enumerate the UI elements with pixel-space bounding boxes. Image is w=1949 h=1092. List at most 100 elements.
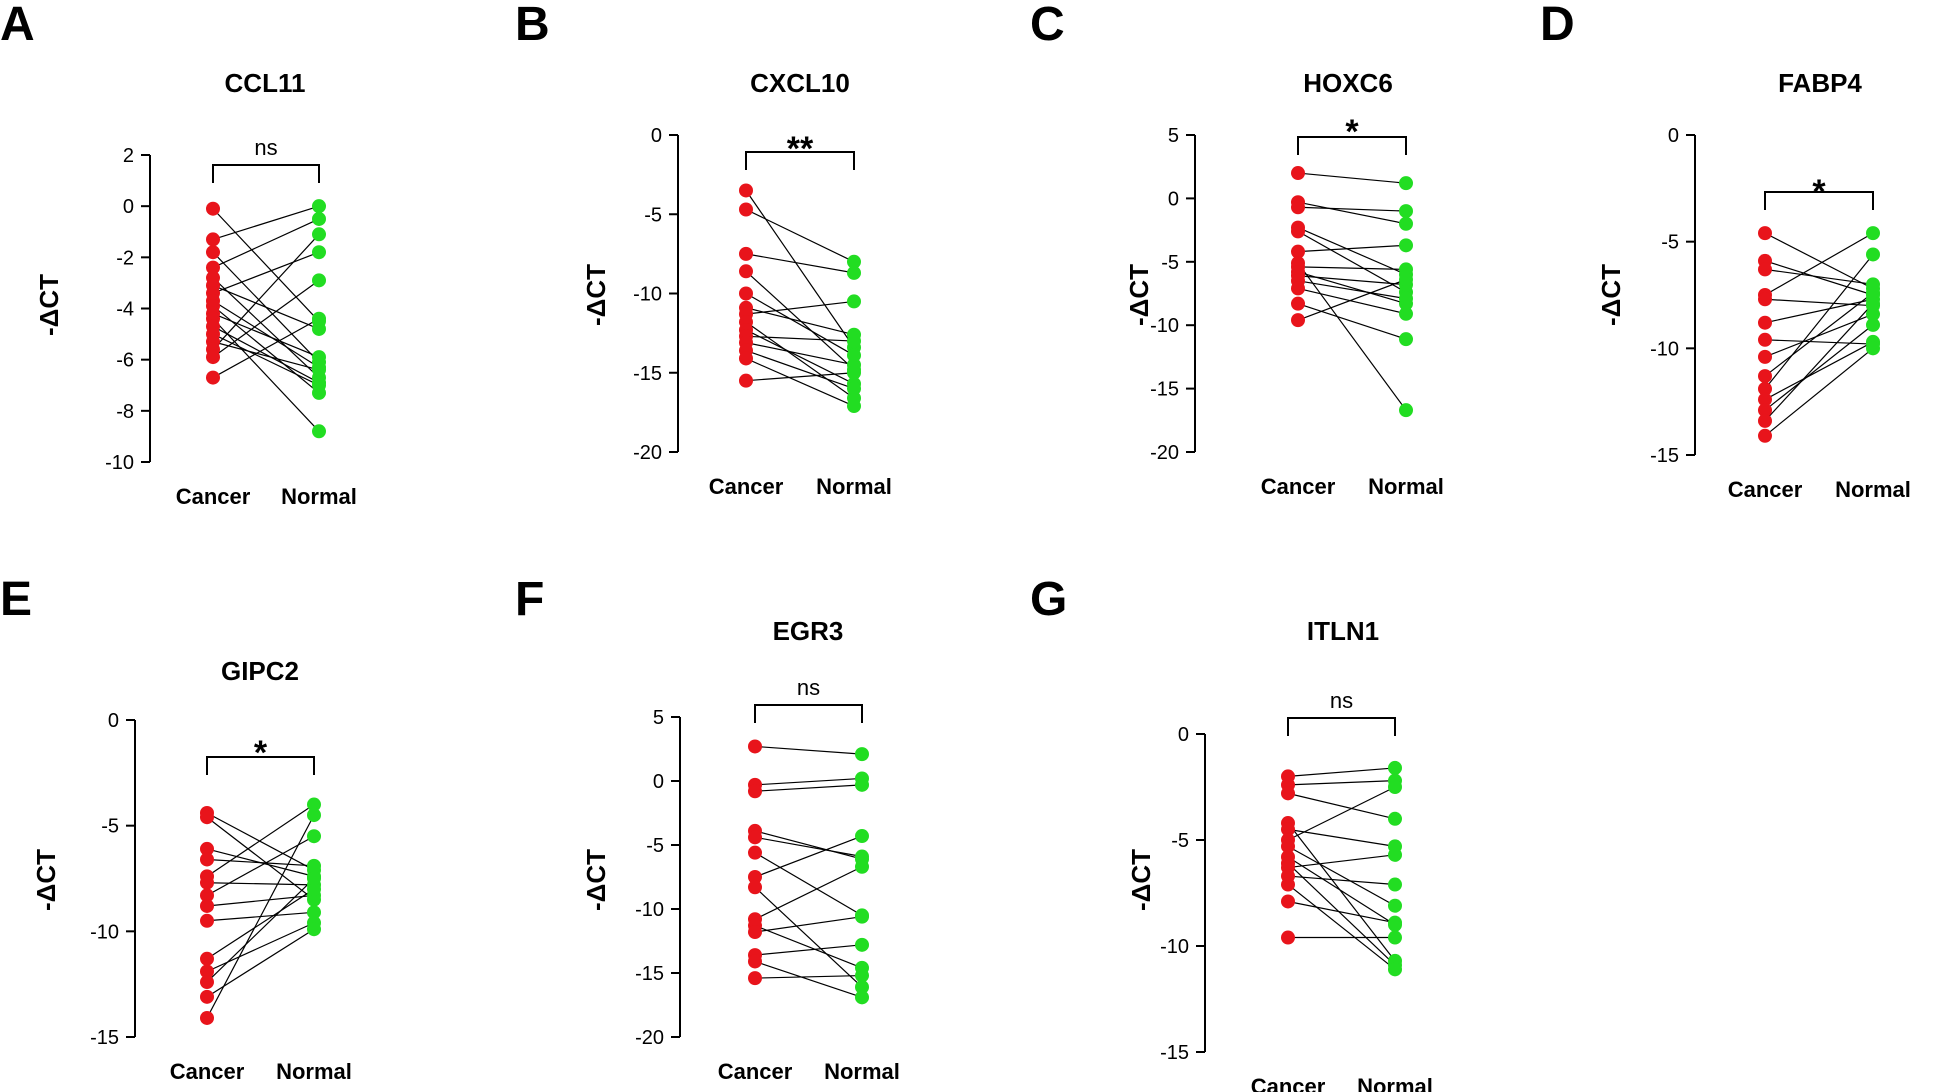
y-tick-label: -5 [646,835,664,857]
normal-point [307,871,321,886]
cancer-point [200,852,214,867]
cancer-point [200,951,214,966]
normal-point [1866,285,1880,300]
normal-point [1866,226,1880,241]
cancer-point [206,350,220,365]
cancer-point [1281,839,1295,854]
pair-line [206,894,315,907]
cancer-point [1291,244,1305,259]
y-tick-label: -20 [633,442,662,464]
pair-line [1764,303,1874,422]
normal-point [307,922,321,937]
normal-point [1399,216,1413,231]
cancer-point [1281,930,1295,945]
normal-point [1388,898,1402,913]
y-tick-label: -15 [1160,1042,1189,1064]
x-category-label: Cancer [709,474,784,499]
y-tick-label: -10 [1150,315,1179,337]
significance-bracket [1297,136,1407,155]
cancer-point [739,202,753,217]
pair-line [1297,172,1407,184]
normal-point [1388,915,1402,930]
y-axis-label: -ΔCT [1124,264,1154,326]
x-category-label: Normal [276,1059,352,1084]
panel-letter: E [0,573,32,626]
pair-line [1297,201,1407,225]
panel-letter: G [1030,573,1067,626]
cancer-point [1758,392,1772,407]
cancer-point [748,845,762,860]
pair-line [1764,324,1874,411]
normal-point [312,245,326,260]
pair-line [212,318,320,432]
y-tick-label: -5 [1171,830,1189,852]
y-tick-label: -15 [90,1027,119,1049]
x-category-label: Cancer [176,484,251,509]
cancer-point [1758,262,1772,277]
cancer-point [1291,166,1305,181]
significance-bracket [754,704,863,723]
cancer-point [748,870,762,884]
normal-point [1399,291,1413,306]
chart-title: ITLN1 [1307,616,1379,646]
cancer-point [1758,369,1772,384]
pair-line [1764,298,1874,324]
normal-point [312,321,326,336]
pair-line [745,190,855,348]
cancer-point [206,201,220,216]
pair-line [206,812,315,871]
pair-line [745,292,855,356]
pair-line [1764,313,1874,358]
pair-line [212,300,320,368]
significance-bracket [1764,191,1874,210]
cancer-point [1291,296,1305,311]
significance-label: ns [254,135,277,160]
y-tick-label: -10 [1650,338,1679,360]
normal-point [855,777,869,792]
pair-line [206,814,315,1019]
pair-line [1297,244,1407,253]
cancer-point [748,954,762,969]
y-tick-label: 0 [1168,188,1179,210]
normal-point [847,294,861,309]
panel-b: B CXCL10 -ΔCT 0 -5 -10 -15 -20 Cancer Normal ** [515,0,892,499]
pair-line [1287,900,1396,924]
pair-line [1287,845,1396,907]
normal-point [847,254,861,269]
panel-letter: C [1030,0,1065,51]
y-tick-label: 0 [651,125,662,147]
pair-line [1764,341,1874,401]
pair-line [206,858,315,867]
pair-line [754,866,863,920]
cancer-point [200,913,214,928]
y-tick-label: 5 [1168,125,1179,147]
normal-point [855,968,869,983]
y-tick-label: 0 [653,771,664,793]
pair-line [206,878,315,983]
significance-label: ** [787,130,814,168]
normal-point [1399,306,1413,321]
pair-line [745,270,855,371]
pair-line [206,928,315,998]
pair-line [1297,266,1407,271]
cancer-point [1758,292,1772,307]
pair-line [1297,287,1407,315]
y-axis-label: -ΔCT [1596,264,1626,326]
x-category-label: Cancer [1728,477,1803,502]
pair-line [1297,303,1407,340]
normal-point [307,882,321,897]
cancer-point [739,246,753,261]
cancer-point [748,925,762,940]
cancer-point [1291,313,1305,328]
pair-line [1287,828,1396,847]
normal-point [307,829,321,844]
cancer-point [206,245,220,260]
pair-line [745,349,855,390]
normal-point [855,937,869,952]
cancer-point [1758,413,1772,428]
y-tick-label: -5 [644,204,662,226]
normal-point [312,227,326,242]
pair-line [212,279,320,358]
panel-a: A CCL11 -ΔCT 2 0 -2 -4 -6 -8 -10 Cancer Normal ns [0,0,357,509]
